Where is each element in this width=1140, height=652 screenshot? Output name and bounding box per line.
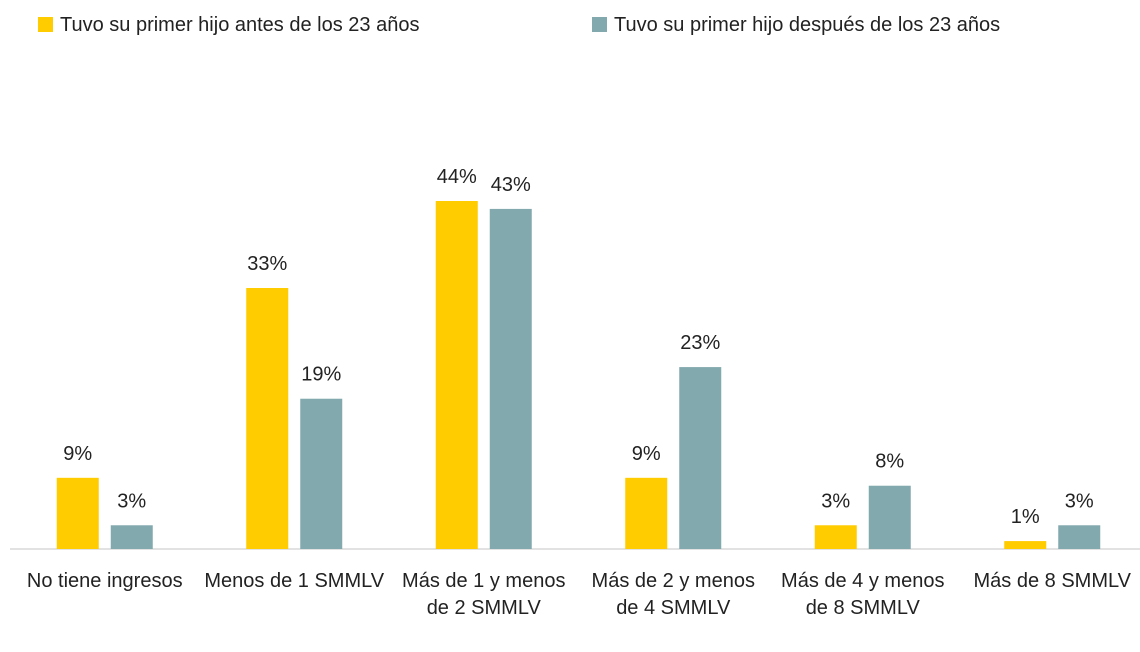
x-tick-label: Más de 8 SMMLV — [973, 570, 1131, 592]
bar — [300, 398, 343, 549]
bar — [868, 485, 911, 549]
bar — [56, 477, 99, 549]
data-label: 44% — [437, 166, 477, 188]
bar — [246, 288, 289, 549]
x-tick-label: No tiene ingresos — [26, 570, 183, 592]
bar — [679, 367, 722, 549]
data-label: 9% — [63, 443, 92, 465]
data-label: 8% — [875, 451, 904, 473]
bar — [435, 201, 478, 549]
data-label: 3% — [1065, 490, 1094, 512]
data-label: 9% — [632, 443, 661, 465]
legend-swatch — [38, 17, 53, 32]
legend-label: Tuvo su primer hijo después de los 23 añ… — [614, 14, 1001, 36]
bar — [625, 477, 668, 549]
data-label: 23% — [680, 332, 720, 354]
data-label: 3% — [117, 490, 146, 512]
bar — [1058, 525, 1101, 549]
data-label: 1% — [1011, 506, 1040, 528]
bar — [1004, 541, 1047, 549]
bar — [110, 525, 153, 549]
legend-swatch — [592, 17, 607, 32]
bar — [814, 525, 857, 549]
x-tick-label: Más de 4 y menos de 8 SMMLV — [781, 570, 945, 619]
legend-label: Tuvo su primer hijo antes de los 23 años — [60, 14, 420, 36]
x-tick-label: Más de 2 y menos de 4 SMMLV — [591, 570, 755, 619]
bar — [489, 208, 532, 549]
data-label: 43% — [491, 174, 531, 196]
x-tick-label: Más de 1 y menos de 2 SMMLV — [402, 570, 566, 619]
data-label: 19% — [301, 364, 341, 386]
x-tick-label: Menos de 1 SMMLV — [204, 570, 385, 592]
legend-item: Tuvo su primer hijo después de los 23 añ… — [592, 14, 1000, 37]
legend-item: Tuvo su primer hijo antes de los 23 años — [38, 14, 419, 37]
data-label: 3% — [821, 490, 850, 512]
data-label: 33% — [247, 253, 287, 275]
